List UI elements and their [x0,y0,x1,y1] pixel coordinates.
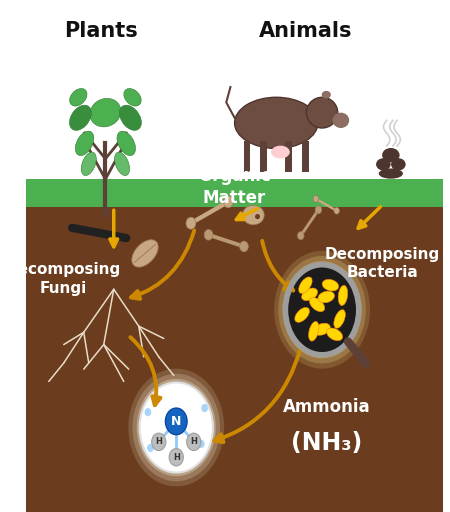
Text: Plants: Plants [64,20,138,41]
Bar [26,0,443,195]
Circle shape [313,196,319,202]
Circle shape [140,382,213,473]
Ellipse shape [299,277,312,293]
Ellipse shape [70,89,87,106]
Ellipse shape [271,146,290,159]
Ellipse shape [379,168,403,179]
Circle shape [128,369,224,486]
Ellipse shape [391,158,405,170]
Circle shape [201,404,208,412]
Circle shape [187,433,201,451]
Circle shape [274,251,370,369]
Circle shape [198,440,205,448]
Ellipse shape [376,158,391,170]
Ellipse shape [302,288,318,301]
Text: Decomposing
Bacteria: Decomposing Bacteria [325,247,440,281]
Text: H: H [173,453,180,462]
Ellipse shape [75,131,94,156]
Circle shape [240,241,248,252]
Circle shape [137,379,216,476]
Ellipse shape [255,214,260,219]
Bar [244,141,251,172]
Circle shape [334,207,339,214]
Circle shape [144,408,151,416]
Circle shape [204,229,213,240]
Bar [261,141,267,172]
Ellipse shape [327,328,342,340]
Ellipse shape [234,97,318,148]
Ellipse shape [81,152,96,176]
Ellipse shape [334,310,345,328]
Ellipse shape [338,285,348,306]
Ellipse shape [132,240,158,267]
Ellipse shape [314,323,330,335]
Bar [26,195,443,512]
Circle shape [223,196,233,208]
Text: Decomposing
Fungi: Decomposing Fungi [6,262,122,296]
Ellipse shape [318,291,334,303]
Ellipse shape [69,105,91,131]
Circle shape [166,408,187,435]
Ellipse shape [119,105,141,131]
Text: Organic
Matter: Organic Matter [198,167,271,207]
Ellipse shape [124,89,141,106]
Ellipse shape [382,148,400,162]
Ellipse shape [333,113,349,128]
Circle shape [297,231,304,240]
Circle shape [169,449,183,466]
Text: H: H [155,437,162,446]
Text: Animals: Animals [259,20,352,41]
Ellipse shape [115,152,130,176]
Circle shape [279,256,366,364]
Circle shape [315,206,322,214]
Bar [26,179,443,207]
Circle shape [186,217,196,229]
Text: Ammonia: Ammonia [283,398,370,416]
Circle shape [285,265,359,355]
Text: (NH₃): (NH₃) [291,431,362,455]
Bar [285,141,292,172]
Ellipse shape [310,297,324,312]
Ellipse shape [322,91,331,98]
Circle shape [152,433,166,451]
Text: N: N [171,415,181,428]
Circle shape [132,374,220,481]
Circle shape [147,444,154,452]
Bar [302,141,309,172]
Ellipse shape [90,98,121,127]
Ellipse shape [117,131,135,156]
Circle shape [283,261,362,358]
Ellipse shape [295,307,310,323]
Ellipse shape [243,205,264,225]
Text: H: H [190,437,197,446]
Ellipse shape [322,280,339,291]
Ellipse shape [306,97,338,128]
Ellipse shape [309,322,319,341]
